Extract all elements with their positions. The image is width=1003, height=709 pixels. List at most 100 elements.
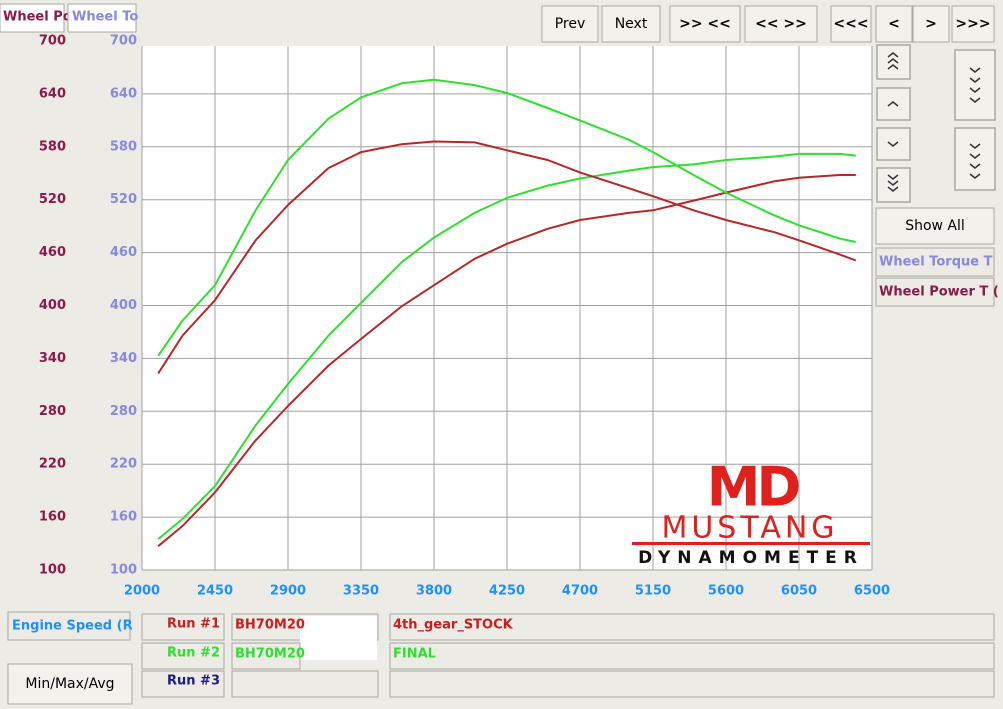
x-tick-label: 2000 (124, 584, 160, 599)
button[interactable] (954, 127, 996, 191)
note-box (389, 642, 995, 670)
axis-box (875, 247, 995, 277)
y-tick-label: 280 (39, 404, 66, 419)
tab[interactable] (67, 3, 137, 33)
button[interactable] (541, 5, 599, 43)
run-label: Run #3 (167, 674, 220, 689)
logo: MD MUSTANG DYNAMOMETER (632, 456, 870, 568)
button[interactable] (951, 5, 995, 43)
button[interactable] (830, 5, 872, 43)
y2-tick-label: 280 (110, 404, 137, 419)
axis-name: Wheel Power T ( (879, 285, 999, 300)
button-label[interactable]: Prev (555, 16, 586, 32)
y-tick-label: 160 (39, 510, 66, 525)
x-tick-label: 3350 (343, 584, 379, 599)
run-box (141, 670, 225, 698)
y2-tick-label: 520 (110, 192, 137, 207)
run-label: Run #1 (167, 617, 220, 632)
x-tick-label: 3800 (416, 584, 452, 599)
y-tick-label: 400 (39, 298, 66, 313)
axis-box (7, 611, 131, 641)
scroll-buttons (876, 44, 996, 203)
run-file: BH70M20 (235, 618, 305, 633)
y2-tick-label: 700 (110, 34, 137, 49)
series-line (157, 152, 856, 540)
file-box (231, 642, 301, 670)
button[interactable] (876, 87, 911, 121)
button[interactable] (876, 44, 911, 80)
run-box (141, 642, 225, 670)
y2-tick-label: 460 (110, 245, 137, 260)
x-tick-label: 6500 (854, 584, 890, 599)
y-tick-label: 580 (39, 139, 66, 154)
y2-tick-label: 580 (110, 139, 137, 154)
x-tick-label: 6050 (781, 584, 817, 599)
axis-name: Wheel Torque T (879, 255, 993, 270)
blank-box (300, 616, 377, 660)
tab[interactable] (0, 3, 65, 33)
y2-tick-label: 160 (110, 510, 137, 525)
run-file: BH70M20 (235, 647, 305, 662)
y-tick-label: 100 (39, 563, 66, 578)
y2-tick-label: 100 (110, 563, 137, 578)
plot: 2000 2450 2900 3350 3800 4250 4700 5150 5600 6050… (39, 34, 890, 599)
y2-tick-label: 220 (110, 457, 137, 472)
button[interactable] (7, 663, 133, 705)
logo-sub: DYNAMOMETER (638, 548, 864, 568)
file-box (231, 670, 379, 698)
button-label[interactable]: Show All (905, 218, 965, 234)
button-label[interactable]: << >> (755, 16, 807, 32)
button-label[interactable]: Min/Max/Avg (25, 676, 114, 692)
y-tick-label: 220 (39, 457, 66, 472)
y-tick-label: 640 (39, 86, 66, 101)
button[interactable] (744, 5, 818, 43)
button-label[interactable]: < (888, 16, 900, 32)
icon (969, 143, 981, 179)
x-tick-label: 4250 (489, 584, 525, 599)
icon (887, 52, 899, 70)
run-label: Run #2 (167, 646, 220, 661)
y-tick-label: 520 (39, 192, 66, 207)
series-line (157, 174, 856, 547)
button-label[interactable]: >> << (679, 16, 731, 32)
series-line (157, 140, 857, 374)
logo-rule (632, 542, 870, 545)
button-label[interactable]: >>> (955, 16, 990, 32)
button-label[interactable]: <<< (833, 16, 868, 32)
button[interactable] (669, 5, 741, 43)
run-note: FINAL (393, 647, 436, 662)
x-tick-label: 4700 (562, 584, 598, 599)
button[interactable] (875, 207, 995, 245)
axis-name: Engine Speed (R (12, 619, 133, 634)
tab-label[interactable]: Wheel To (72, 10, 138, 25)
button[interactable] (601, 5, 661, 43)
note-box (389, 670, 995, 698)
y2-tick-label: 640 (110, 86, 137, 101)
button-label[interactable]: > (925, 16, 937, 32)
icon (887, 101, 899, 107)
button[interactable] (954, 49, 996, 121)
icon (887, 174, 899, 192)
tab-label[interactable]: Wheel Po (3, 10, 72, 25)
series-line (157, 78, 857, 357)
button[interactable] (912, 5, 950, 43)
x-tick-label: 5150 (635, 584, 671, 599)
icon (969, 67, 981, 103)
run-note: 4th_gear_STOCK (393, 618, 514, 633)
button[interactable] (876, 127, 911, 161)
x-tick-label: 2450 (197, 584, 233, 599)
run-box (141, 613, 225, 641)
icon (887, 141, 899, 147)
x-tick-label: 5600 (708, 584, 744, 599)
button-label[interactable]: Next (615, 16, 648, 32)
y-tick-label: 340 (39, 351, 66, 366)
y2-tick-label: 400 (110, 298, 137, 313)
y-tick-label: 460 (39, 245, 66, 260)
x-tick-label: 2900 (270, 584, 306, 599)
axis-box (875, 277, 995, 307)
button[interactable] (875, 5, 913, 43)
y2-tick-label: 340 (110, 351, 137, 366)
logo-mark: MD (707, 456, 799, 519)
logo-name: MUSTANG (661, 511, 838, 546)
